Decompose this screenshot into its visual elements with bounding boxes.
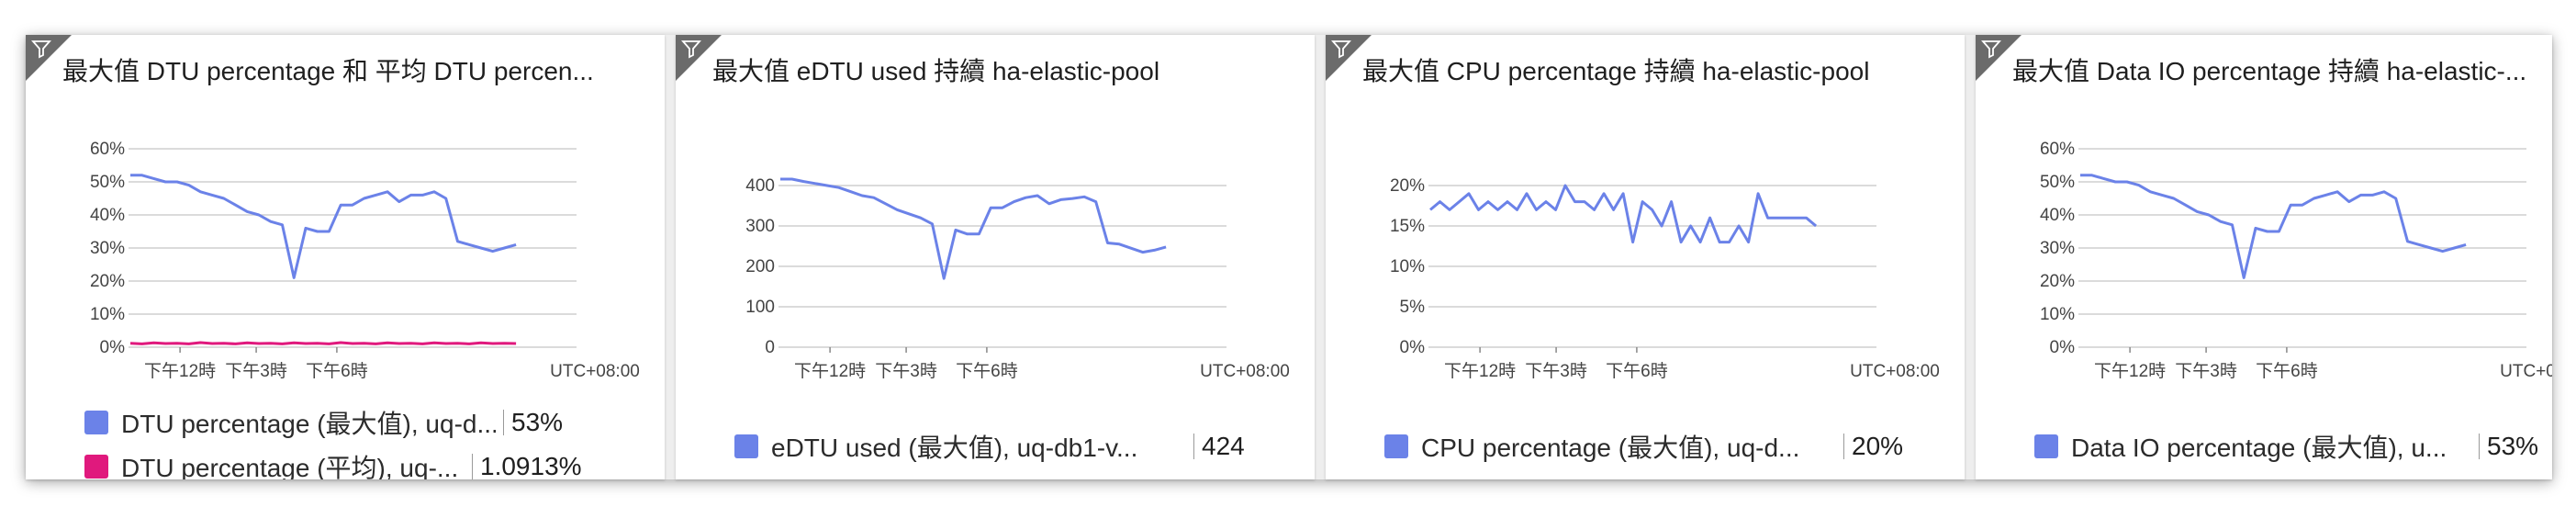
y-tick-label: 100 [745, 298, 775, 317]
metric-tile-dataio[interactable]: 最大值 Data IO percentage 持續 ha-elastic-...… [1976, 35, 2552, 479]
legend-value: 20% [1852, 432, 1904, 460]
legend-separator [2479, 434, 2480, 459]
legend-separator [472, 454, 473, 479]
metric-tile-cpu[interactable]: 最大值 CPU percentage 持續 ha-elastic-pool 20… [1326, 35, 1965, 479]
legend-swatch [2034, 434, 2058, 458]
filter-icon[interactable] [31, 39, 51, 59]
legend-series-name: eDTU used (最大值), uq-db1-v... [771, 434, 1138, 462]
legend-swatch [84, 411, 108, 434]
legend-value: 53% [511, 408, 564, 436]
x-tick-label: 下午12時 [1444, 361, 1516, 381]
x-tick-label: 下午3時 [2175, 361, 2237, 381]
y-tick-label: 400 [745, 176, 775, 196]
timezone-label: UTC+08:00 [550, 362, 640, 381]
chart-legend: eDTU used (最大值), uq-db1-v... 424 [734, 424, 1304, 468]
y-tick-label: 30% [2040, 239, 2075, 258]
y-tick-label: 5% [1400, 298, 1426, 317]
y-tick-label: 40% [90, 206, 125, 225]
line-chart: 20% 15% 10% 5% 0% 下午12時 下午3時 下午6時 UTC+08:00 [1390, 176, 1940, 381]
x-tick-label: 下午12時 [794, 361, 866, 381]
legend-item[interactable]: eDTU used (最大值), uq-db1-v... 424 [734, 424, 1304, 468]
series-line [1429, 184, 1818, 244]
legend-series-name: CPU percentage (最大值), uq-d... [1421, 434, 1800, 462]
y-tick-label: 10% [90, 305, 125, 324]
legend-swatch [734, 434, 758, 458]
timezone-label: UTC+08:00 [2500, 362, 2552, 381]
legend-series-name: DTU percentage (最大值), uq-d... [121, 410, 496, 438]
y-tick-label: 200 [745, 257, 775, 276]
filter-icon[interactable] [1331, 39, 1351, 59]
x-tick-label: 下午3時 [225, 361, 287, 381]
filter-icon[interactable] [1981, 39, 2001, 59]
x-tick-label: 下午6時 [306, 361, 368, 381]
legend-swatch [84, 455, 108, 479]
y-tick-label: 30% [90, 239, 125, 258]
x-tick-label: 下午12時 [2094, 361, 2166, 381]
legend-item[interactable]: DTU percentage (最大值), uq-d... 53% [84, 400, 654, 445]
metric-tile-edtu[interactable]: 最大值 eDTU used 持續 ha-elastic-pool 400 300 2… [676, 35, 1315, 479]
line-chart: 400 300 200 100 0 下午12時 下午3時 下午6時 UTC+08:00 [745, 176, 1290, 381]
y-tick-label: 0% [100, 338, 126, 357]
chart-legend: CPU percentage (最大值), uq-d... 20% [1384, 424, 1954, 468]
y-tick-label: 300 [745, 217, 775, 236]
filter-icon[interactable] [681, 39, 701, 59]
legend-item[interactable]: DTU percentage (平均), uq-... 1.0913% [84, 445, 654, 479]
tile-title[interactable]: 最大值 eDTU used 持續 ha-elastic-pool [712, 57, 1160, 85]
legend-value: 424 [1202, 432, 1245, 460]
x-tick-label: 下午6時 [1606, 361, 1668, 381]
series-line [130, 174, 517, 279]
legend-item[interactable]: Data IO percentage (最大值), u... 53% [2034, 424, 2552, 468]
legend-series-name: DTU percentage (平均), uq-... [121, 454, 459, 479]
y-tick-label: 0% [2050, 338, 2076, 357]
y-tick-label: 15% [1390, 217, 1425, 236]
x-tick-label: 下午6時 [956, 361, 1018, 381]
tile-title[interactable]: 最大值 Data IO percentage 持續 ha-elastic-... [2012, 57, 2527, 85]
x-tick-label: 下午3時 [1525, 361, 1587, 381]
y-tick-label: 60% [90, 140, 125, 159]
legend-value: 53% [2487, 432, 2539, 460]
y-tick-label: 60% [2040, 140, 2075, 159]
line-chart: 60% 50% 40% 30% 20% 10% 0% 下午12時 下午3時 下午6時 UTC+08:… [90, 140, 640, 381]
y-tick-label: 20% [2040, 272, 2075, 291]
legend-value: 1.0913% [480, 452, 582, 479]
legend-separator [1193, 434, 1194, 459]
y-tick-label: 10% [1390, 257, 1425, 276]
tile-title[interactable]: 最大值 CPU percentage 持續 ha-elastic-pool [1362, 57, 1870, 85]
legend-separator [1843, 434, 1844, 459]
y-tick-label: 40% [2040, 206, 2075, 225]
x-tick-label: 下午6時 [2256, 361, 2318, 381]
y-tick-label: 20% [1390, 176, 1425, 196]
legend-separator [503, 410, 504, 435]
legend-series-name: Data IO percentage (最大值), u... [2071, 434, 2447, 462]
series-line [2080, 174, 2467, 279]
tile-title[interactable]: 最大值 DTU percentage 和 平均 DTU percen... [62, 57, 594, 85]
x-tick-label: 下午3時 [875, 361, 937, 381]
y-tick-label: 10% [2040, 305, 2075, 324]
metric-tile-dtu[interactable]: 最大值 DTU percentage 和 平均 DTU percen... 60… [26, 35, 665, 479]
timezone-label: UTC+08:00 [1850, 362, 1940, 381]
timezone-label: UTC+08:00 [1200, 362, 1290, 381]
y-tick-label: 0% [1400, 338, 1426, 357]
chart-legend: Data IO percentage (最大值), u... 53% [2034, 424, 2552, 468]
y-tick-label: 50% [2040, 173, 2075, 192]
series-line [129, 341, 517, 345]
line-chart: 60% 50% 40% 30% 20% 10% 0% 下午12時 下午3時 下午6時 UTC+08:… [2040, 140, 2552, 381]
chart-legend: DTU percentage (最大值), uq-d... 53% DTU pe… [84, 400, 654, 479]
y-tick-label: 50% [90, 173, 125, 192]
series-line [780, 177, 1167, 280]
y-tick-label: 20% [90, 272, 125, 291]
legend-item[interactable]: CPU percentage (最大值), uq-d... 20% [1384, 424, 1954, 468]
y-tick-label: 0 [765, 338, 775, 357]
legend-swatch [1384, 434, 1408, 458]
x-tick-label: 下午12時 [144, 361, 216, 381]
